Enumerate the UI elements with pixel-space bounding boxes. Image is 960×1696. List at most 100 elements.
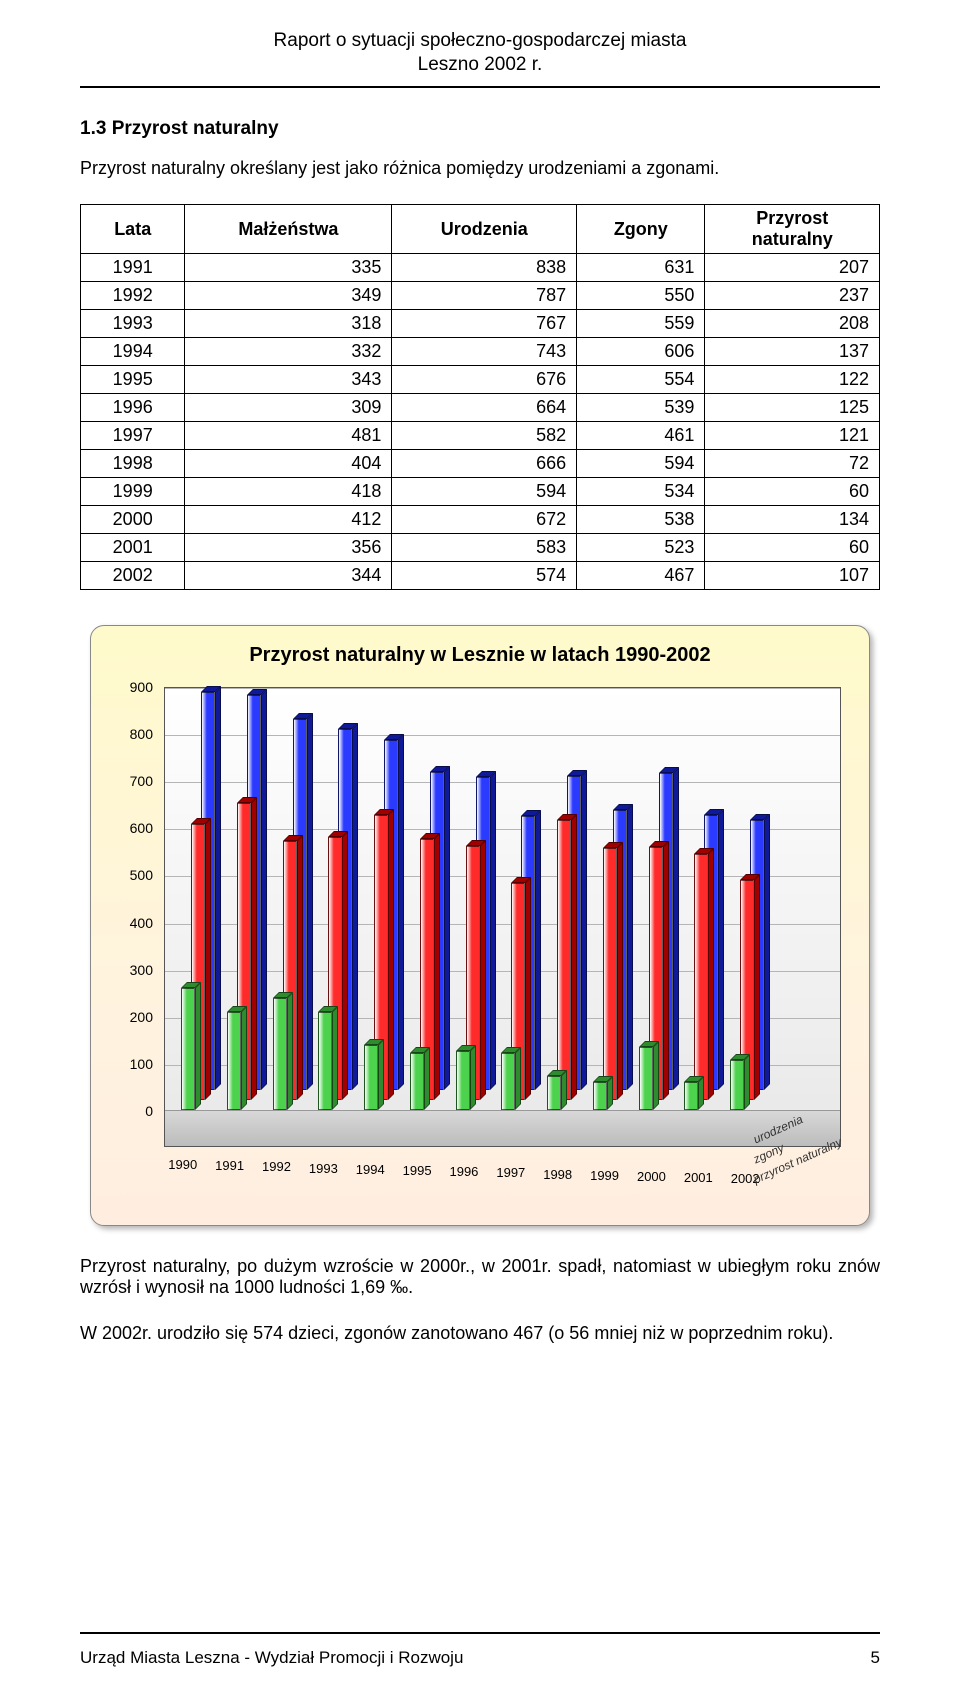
table-cell: 1996 (81, 394, 185, 422)
table-cell: 125 (705, 394, 880, 422)
table-cell: 404 (185, 450, 392, 478)
table-column-header: Małżeństwa (185, 205, 392, 254)
table-cell: 550 (577, 282, 705, 310)
table-cell: 72 (705, 450, 880, 478)
table-row: 2000412672538134 (81, 506, 880, 534)
xtick-label: 1997 (496, 1165, 525, 1180)
table-cell: 594 (577, 450, 705, 478)
table-cell: 838 (392, 254, 577, 282)
table-column-header: Urodzenia (392, 205, 577, 254)
table-cell: 583 (392, 534, 577, 562)
chart-floor (165, 1110, 840, 1146)
header-divider (80, 86, 880, 88)
table-cell: 767 (392, 310, 577, 338)
ytick-label: 500 (130, 867, 153, 883)
data-table: LataMałżeństwaUrodzeniaZgonyPrzyrostnatu… (80, 204, 880, 590)
table-column-header: Przyrostnaturalny (705, 205, 880, 254)
table-cell: 538 (577, 506, 705, 534)
table-cell: 534 (577, 478, 705, 506)
xtick-label: 1996 (449, 1164, 478, 1179)
table-cell: 2002 (81, 562, 185, 590)
table-cell: 554 (577, 366, 705, 394)
table-cell: 107 (705, 562, 880, 590)
bars-wrap (175, 688, 770, 1110)
ytick-label: 200 (130, 1009, 153, 1025)
xtick-label: 1991 (215, 1158, 244, 1173)
table-cell: 461 (577, 422, 705, 450)
table-cell: 207 (705, 254, 880, 282)
table-cell: 467 (577, 562, 705, 590)
table-column-header: Zgony (577, 205, 705, 254)
header-title: Raport o sytuacji społeczno-gospodarczej… (80, 30, 880, 52)
table-cell: 1993 (81, 310, 185, 338)
chart-title: Przyrost naturalny w Lesznie w latach 19… (109, 644, 851, 667)
table-cell: 539 (577, 394, 705, 422)
table-column-header: Lata (81, 205, 185, 254)
body-paragraph-2: W 2002r. urodziło się 574 dzieci, zgonów… (80, 1323, 880, 1344)
table-cell: 1992 (81, 282, 185, 310)
ytick-label: 0 (145, 1103, 153, 1119)
table-row: 1992349787550237 (81, 282, 880, 310)
xtick-label: 1995 (403, 1163, 432, 1178)
table-row: 1994332743606137 (81, 338, 880, 366)
table-cell: 356 (185, 534, 392, 562)
intro-paragraph: Przyrost naturalny określany jest jako r… (80, 158, 880, 179)
table-cell: 582 (392, 422, 577, 450)
chart-xaxis: 1990 1991 1992 1993 1994 1995 1996 1997 1998 1999… (164, 1157, 841, 1187)
xtick-label: 1999 (590, 1168, 619, 1183)
footer: Urząd Miasta Leszna - Wydział Promocji i… (80, 1602, 880, 1668)
xtick-label: 1998 (543, 1167, 572, 1182)
table-cell: 2001 (81, 534, 185, 562)
table-row: 199840466659472 (81, 450, 880, 478)
table-cell: 606 (577, 338, 705, 366)
table-cell: 672 (392, 506, 577, 534)
xtick-label: 1992 (262, 1159, 291, 1174)
chart-area: 0100200300400500600700800900 19901991199… (109, 687, 851, 1207)
table-cell: 121 (705, 422, 880, 450)
table-cell: 787 (392, 282, 577, 310)
page-container: Raport o sytuacji społeczno-gospodarczej… (0, 0, 960, 1389)
table-cell: 309 (185, 394, 392, 422)
xtick-label: 1993 (309, 1161, 338, 1176)
table-cell: 631 (577, 254, 705, 282)
table-row: 2002344574467107 (81, 562, 880, 590)
body-paragraph-1: Przyrost naturalny, po dużym wzroście w … (80, 1256, 880, 1298)
xtick-label: 1994 (356, 1162, 385, 1177)
table-cell: 344 (185, 562, 392, 590)
table-body: 1991335838631207199234978755023719933187… (81, 254, 880, 590)
table-cell: 523 (577, 534, 705, 562)
table-row: 199941859453460 (81, 478, 880, 506)
table-cell: 318 (185, 310, 392, 338)
chart-plot (164, 687, 841, 1147)
table-cell: 1999 (81, 478, 185, 506)
ytick-label: 800 (130, 726, 153, 742)
table-row: 1996309664539125 (81, 394, 880, 422)
table-cell: 137 (705, 338, 880, 366)
table-cell: 481 (185, 422, 392, 450)
table-cell: 1991 (81, 254, 185, 282)
ytick-label: 100 (130, 1056, 153, 1072)
table-cell: 332 (185, 338, 392, 366)
footer-page: 5 (871, 1648, 880, 1668)
table-cell: 1998 (81, 450, 185, 478)
xtick-label: 1990 (168, 1157, 197, 1172)
table-row: 1993318767559208 (81, 310, 880, 338)
header-subtitle: Leszno 2002 r. (80, 54, 880, 76)
table-cell: 666 (392, 450, 577, 478)
ytick-label: 700 (130, 773, 153, 789)
table-cell: 335 (185, 254, 392, 282)
table-row: 1997481582461121 (81, 422, 880, 450)
table-cell: 574 (392, 562, 577, 590)
table-cell: 559 (577, 310, 705, 338)
chart-zlabels: urodzenia zgony przyrost naturalny (754, 1127, 849, 1193)
table-cell: 60 (705, 478, 880, 506)
table-cell: 134 (705, 506, 880, 534)
chart-yaxis: 0100200300400500600700800900 (109, 687, 159, 1147)
table-cell: 208 (705, 310, 880, 338)
table-cell: 2000 (81, 506, 185, 534)
table-cell: 1995 (81, 366, 185, 394)
table-cell: 418 (185, 478, 392, 506)
table-row: 200135658352360 (81, 534, 880, 562)
table-header: LataMałżeństwaUrodzeniaZgonyPrzyrostnatu… (81, 205, 880, 254)
table-cell: 1994 (81, 338, 185, 366)
